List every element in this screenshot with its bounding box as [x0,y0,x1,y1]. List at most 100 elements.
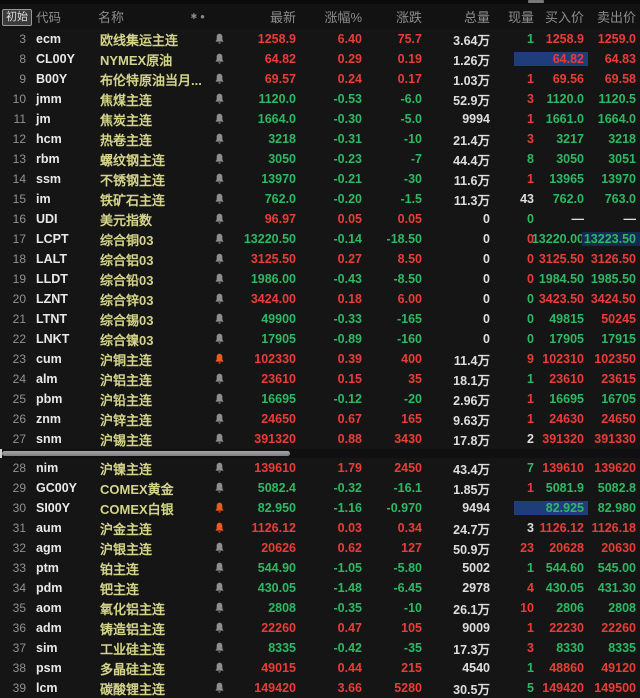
buy-cell[interactable]: 17905 [549,332,584,346]
name-cell[interactable]: 综合铝03 [100,252,154,268]
vol-cell[interactable]: 5002 [462,561,490,575]
sell-cell[interactable]: 431.30 [597,581,636,595]
bell-cell[interactable] [210,393,228,405]
pct-cell[interactable]: 0.18 [337,292,362,306]
sell-cell[interactable]: 763.0 [604,192,636,206]
latest-cell[interactable]: 13970 [261,172,296,186]
vol-cell[interactable]: 9009 [462,621,490,635]
pct-cell[interactable]: 0.15 [337,372,362,386]
sell-cell[interactable]: 139620 [594,461,636,475]
pct-cell[interactable]: -1.48 [333,581,363,595]
chg-cell[interactable]: 0.19 [397,52,422,66]
vol-cell[interactable]: 50.9万 [453,542,490,557]
bell-icon[interactable] [214,193,225,205]
chg-cell[interactable]: 165 [401,412,422,426]
code-cell[interactable]: LNKT [36,332,70,346]
cur-cell[interactable]: 1 [527,561,534,575]
code-cell[interactable]: rbm [36,152,60,166]
bell-icon[interactable] [214,233,225,245]
cur-cell[interactable]: 3 [527,521,534,535]
buy-cell[interactable]: 1120.0 [546,92,584,106]
pct-cell[interactable]: 0.62 [337,541,362,555]
chg-cell[interactable]: 400 [401,352,422,366]
name-cell[interactable]: 综合铜03 [100,232,154,248]
pct-cell[interactable]: -0.42 [333,641,363,655]
header-name[interactable]: 名称 ✱● [98,7,210,26]
bell-icon[interactable] [214,562,225,574]
cur-cell[interactable]: 7 [527,461,534,475]
buy-cell[interactable]: 3217 [556,132,584,146]
table-row[interactable]: 38 psm 多晶硅主连 49015 0.44 215 4540 1 48860… [0,658,640,678]
latest-cell[interactable]: 3424.00 [250,292,296,306]
chg-cell[interactable]: 5280 [394,681,422,695]
code-cell[interactable]: jm [36,112,51,126]
table-row[interactable]: 31 aum 沪金主连 1126.12 0.03 0.34 24.7万 3 11… [0,518,640,538]
table-row[interactable]: 22 LNKT 综合镍03 17905 -0.89 -160 0 0 17905… [0,329,640,349]
sell-cell[interactable]: 13970 [601,172,636,186]
code-cell[interactable]: im [36,192,51,206]
cur-cell[interactable]: 1 [527,112,534,126]
name-cell[interactable]: 多晶硅主连 [100,661,166,677]
table-row[interactable]: 33 ptm 铂主连 544.90 -1.05 -5.80 5002 1 544… [0,558,640,578]
sell-cell[interactable]: 23615 [601,372,636,386]
pct-cell[interactable]: -0.32 [333,481,363,495]
cur-cell[interactable]: 3 [527,641,534,655]
latest-cell[interactable]: 3050 [268,152,296,166]
scrollbar-thumb[interactable] [2,451,290,456]
latest-cell[interactable]: 430.05 [257,581,296,595]
name-cell[interactable]: 沪镍主连 [100,461,153,477]
chg-cell[interactable]: -7 [410,152,422,166]
latest-cell[interactable]: 139610 [254,461,296,475]
code-cell[interactable]: LCPT [36,232,69,246]
code-cell[interactable]: pdm [36,581,63,595]
table-row[interactable]: 10 jmm 焦煤主连 1120.0 -0.53 -6.0 52.9万 3 11… [0,89,640,109]
name-cell[interactable]: 铂主连 [100,561,140,577]
table-row[interactable]: 12 hcm 热卷主连 3218 -0.31 -10 21.4万 3 3217 … [0,129,640,149]
chg-cell[interactable]: -16.1 [393,481,423,495]
chg-cell[interactable]: -10 [403,132,422,146]
code-cell[interactable]: lcm [36,681,58,695]
chg-cell[interactable]: 0.05 [397,212,422,226]
vol-cell[interactable]: 24.7万 [453,522,490,537]
pct-cell[interactable]: -0.53 [333,92,363,106]
vol-cell[interactable]: 2.96万 [453,393,490,408]
table-row[interactable]: 32 agm 沪银主连 20626 0.62 127 50.9万 23 2062… [0,538,640,558]
chg-cell[interactable]: 105 [401,621,422,635]
code-cell[interactable]: aum [36,521,62,535]
vol-cell[interactable]: 2978 [462,581,490,595]
bell-icon[interactable] [214,93,225,105]
vol-cell[interactable]: 0 [483,232,490,246]
vol-cell[interactable]: 30.5万 [453,682,490,697]
name-cell[interactable]: 不锈钢主连 [100,172,166,188]
buy-cell[interactable]: 544.60 [545,561,584,575]
name-cell[interactable]: NYMEX原油 [100,52,173,68]
sell-cell[interactable]: 1259.0 [597,32,636,46]
bell-icon[interactable] [214,582,225,594]
sell-cell[interactable]: 1985.50 [590,272,636,286]
table-row[interactable]: 8 CL00Y NYMEX原油 64.82 0.29 0.19 1.26万 1 … [0,49,640,69]
bell-cell[interactable] [210,413,228,425]
pct-cell[interactable]: 0.88 [337,432,362,446]
code-cell[interactable]: LALT [36,252,68,266]
pct-cell[interactable]: 0.44 [337,661,362,675]
buy-cell[interactable]: 762.0 [552,192,584,206]
vol-cell[interactable]: 0 [483,212,490,226]
sell-cell[interactable]: 5082.8 [597,481,636,495]
buy-cell[interactable]: 23610 [549,372,584,386]
bell-cell[interactable] [210,173,228,185]
bell-icon[interactable] [214,482,225,494]
sell-cell[interactable]: — [623,212,637,226]
sell-cell[interactable]: 1126.18 [591,521,637,535]
sell-cell[interactable]: 64.83 [604,52,636,66]
pct-cell[interactable]: -1.16 [333,501,363,515]
pct-cell[interactable]: -0.43 [333,272,363,286]
pct-cell[interactable]: 6.40 [337,32,362,46]
vol-cell[interactable]: 11.4万 [453,353,490,368]
header-code[interactable]: 代码 [36,11,62,25]
table-row[interactable]: 24 alm 沪铝主连 23610 0.15 35 18.1万 1 23610 … [0,369,640,389]
table-row[interactable]: 37 sim 工业硅主连 8335 -0.42 -35 17.3万 3 8330… [0,638,640,658]
cur-cell[interactable]: 1 [527,621,534,635]
bell-icon[interactable] [214,602,225,614]
pct-cell[interactable]: 0.67 [337,412,362,426]
code-cell[interactable]: jmm [36,92,62,106]
